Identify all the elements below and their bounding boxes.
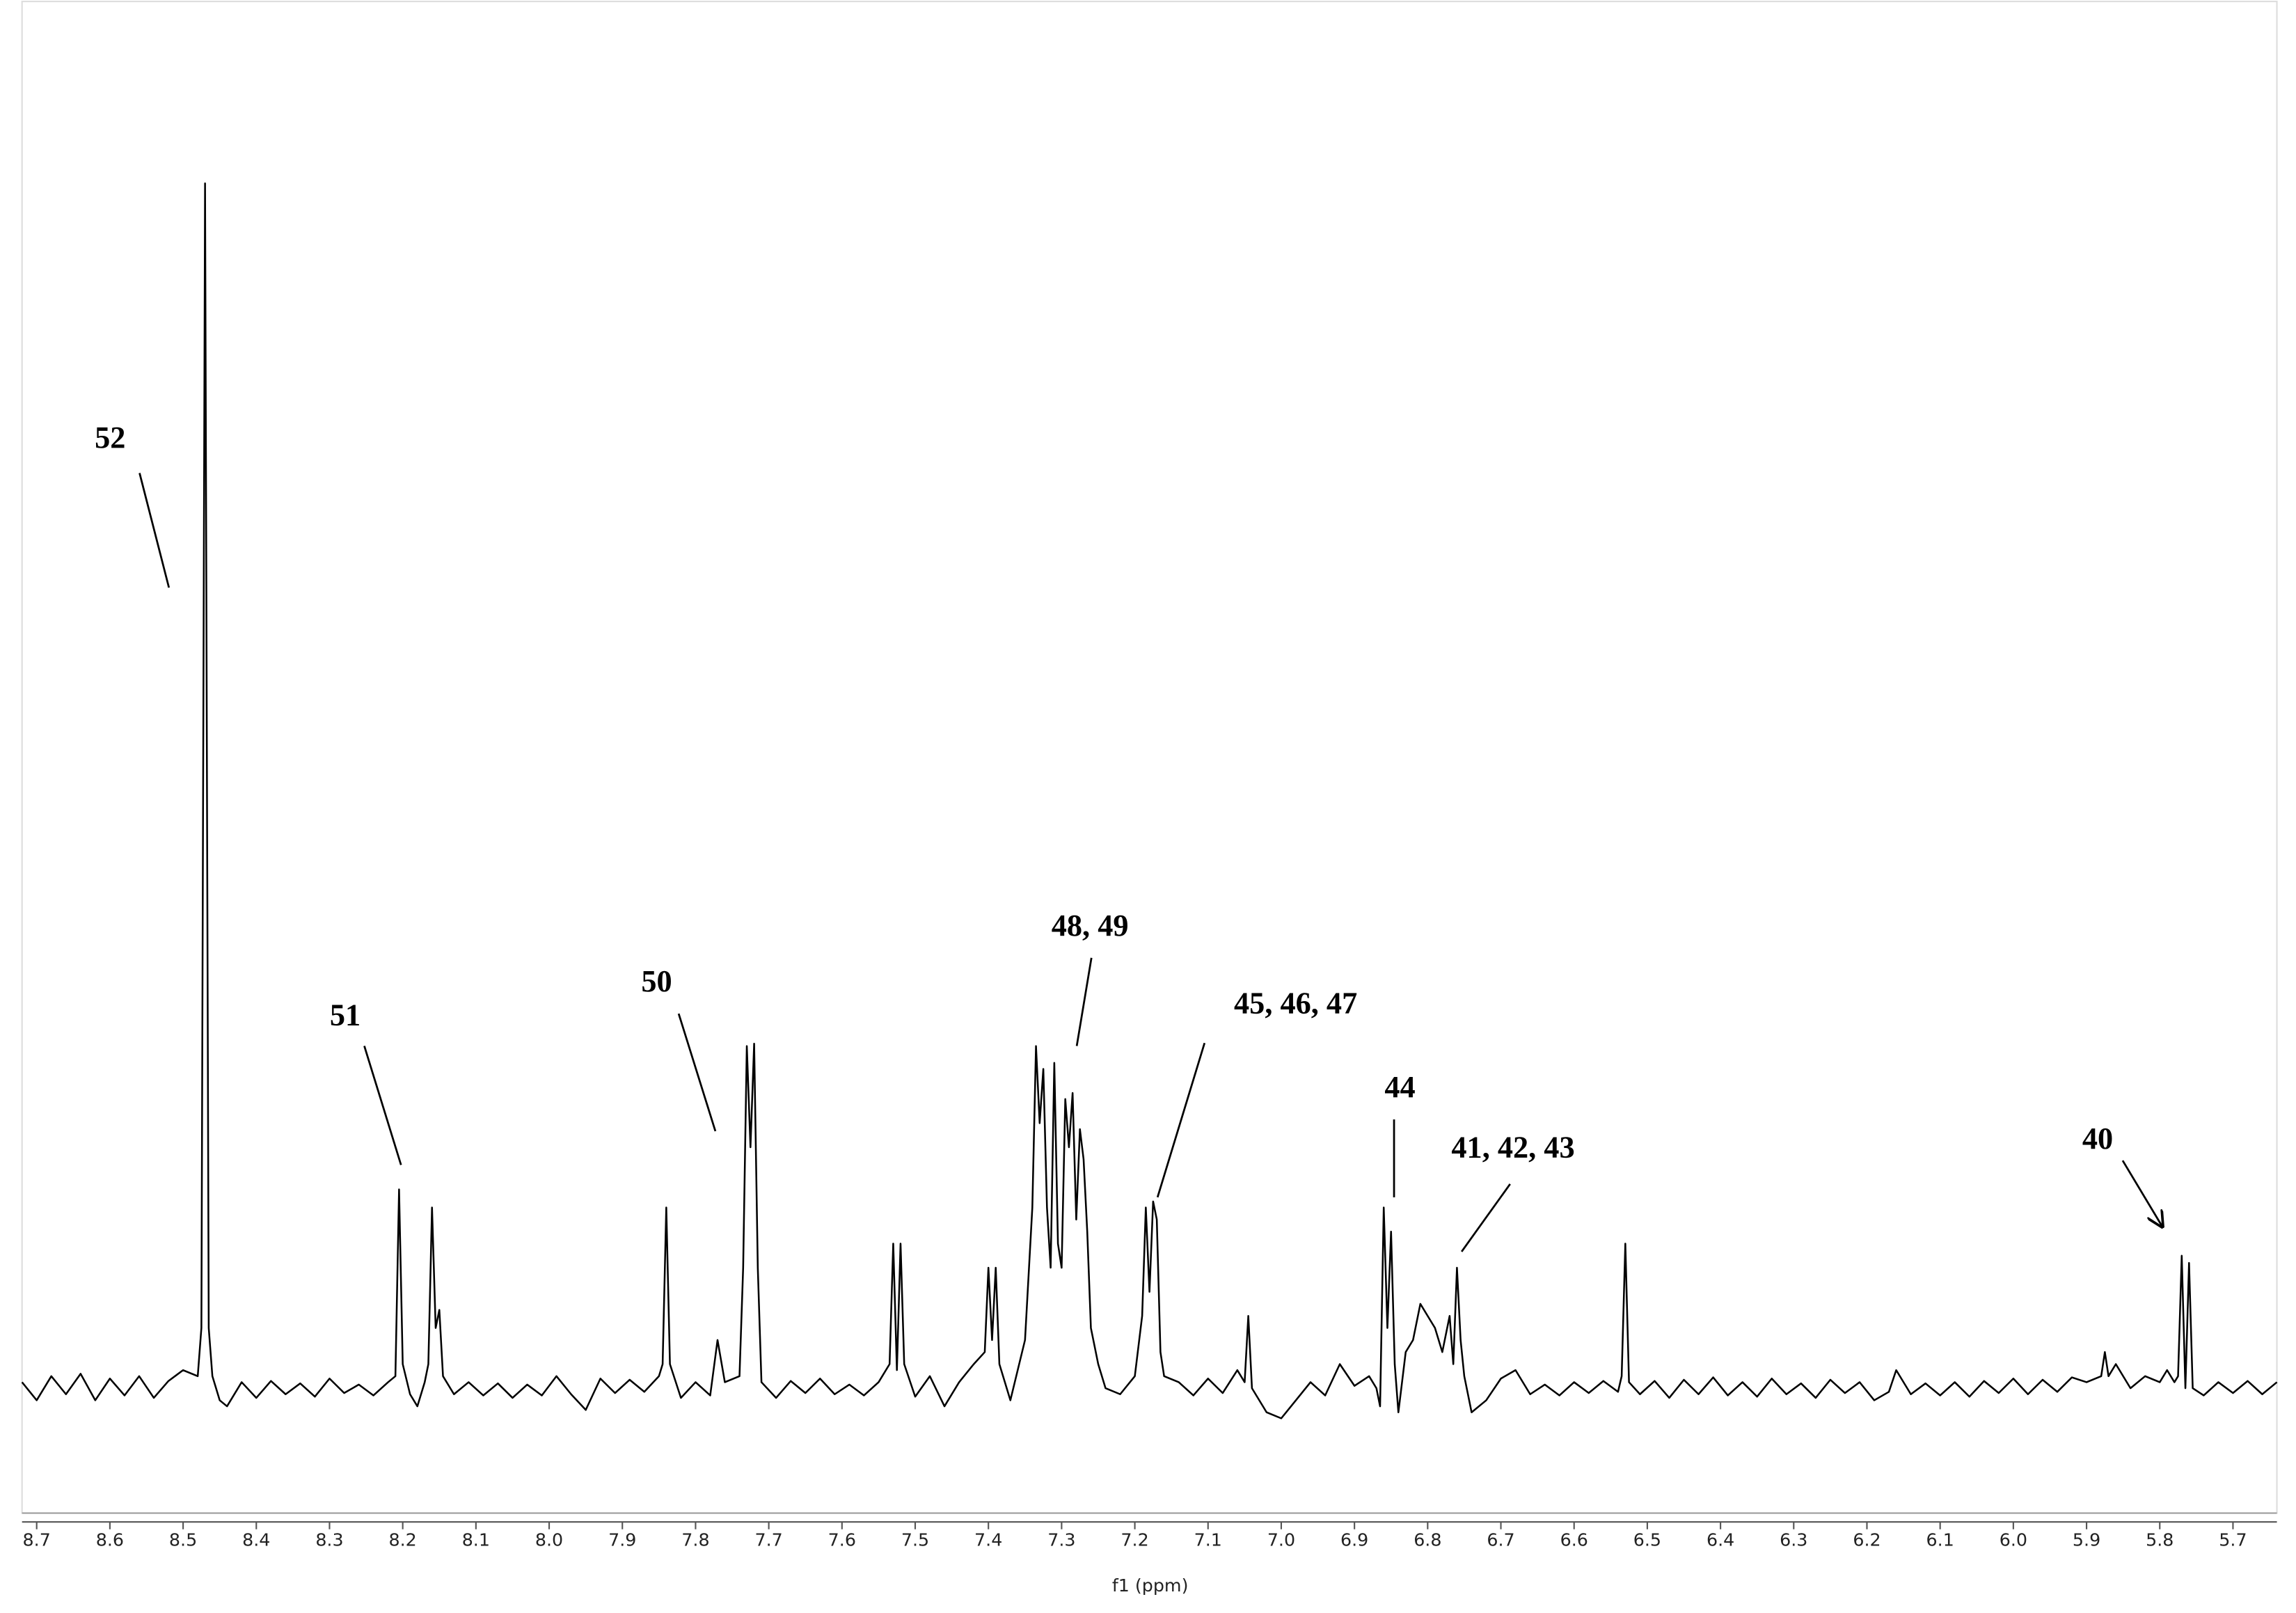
- x-tick-label: 6.8: [1414, 1529, 1441, 1550]
- peak-label: 48, 49: [1052, 908, 1129, 943]
- x-tick-label: 8.7: [23, 1529, 51, 1550]
- peak-label: 50: [641, 964, 672, 998]
- peak-label: 44: [1384, 1070, 1415, 1104]
- x-tick-label: 6.6: [1560, 1529, 1588, 1550]
- x-tick-label: 5.7: [2219, 1529, 2247, 1550]
- x-tick-label: 6.3: [1780, 1529, 1807, 1550]
- x-tick-label: 6.7: [1487, 1529, 1514, 1550]
- x-tick-label: 6.5: [1633, 1529, 1661, 1550]
- leader-line: [1156, 1042, 1206, 1198]
- peak-label: 41, 42, 43: [1451, 1130, 1574, 1164]
- peak-label: 40: [2082, 1122, 2113, 1156]
- x-tick-label: 5.9: [2073, 1529, 2100, 1550]
- leader-line: [138, 473, 171, 588]
- peak-label: 45, 46, 47: [1234, 986, 1357, 1021]
- x-axis-label: f1 (ppm): [1112, 1575, 1189, 1596]
- x-tick-label: 8.5: [169, 1529, 197, 1550]
- x-tick-label: 7.7: [754, 1529, 782, 1550]
- leader-line: [1461, 1183, 1511, 1252]
- x-tick-label: 7.6: [828, 1529, 856, 1550]
- x-tick-label: 8.1: [462, 1529, 490, 1550]
- leader-line: [2121, 1160, 2162, 1227]
- x-tick-label: 7.1: [1194, 1529, 1222, 1550]
- x-tick-label: 7.5: [901, 1529, 929, 1550]
- x-tick-label: 7.8: [681, 1529, 709, 1550]
- x-tick-label: 6.9: [1340, 1529, 1368, 1550]
- leader-line: [363, 1046, 402, 1165]
- x-tick-label: 8.3: [315, 1529, 343, 1550]
- x-tick-label: 8.6: [96, 1529, 124, 1550]
- x-tick-label: 6.1: [1926, 1529, 1954, 1550]
- x-tick-label: 8.0: [535, 1529, 563, 1550]
- x-tick-label: 7.4: [974, 1529, 1002, 1550]
- x-tick-label: 8.2: [389, 1529, 417, 1550]
- x-tick-label: 7.3: [1047, 1529, 1075, 1550]
- peak-label: 52: [95, 420, 125, 455]
- spectrum-line: [21, 182, 2278, 1419]
- x-tick-label: 7.0: [1267, 1529, 1295, 1550]
- x-tick-label: 7.9: [608, 1529, 636, 1550]
- leader-line: [677, 1013, 717, 1132]
- peak-label: 51: [330, 998, 361, 1032]
- x-tick-label: 6.4: [1707, 1529, 1734, 1550]
- x-tick-label: 7.2: [1121, 1529, 1148, 1550]
- leader-line: [1075, 957, 1093, 1046]
- x-tick-label: 6.2: [1853, 1529, 1881, 1550]
- x-tick-label: 6.0: [2000, 1529, 2027, 1550]
- x-tick-label: 8.4: [242, 1529, 270, 1550]
- x-tick-label: 5.8: [2146, 1529, 2174, 1550]
